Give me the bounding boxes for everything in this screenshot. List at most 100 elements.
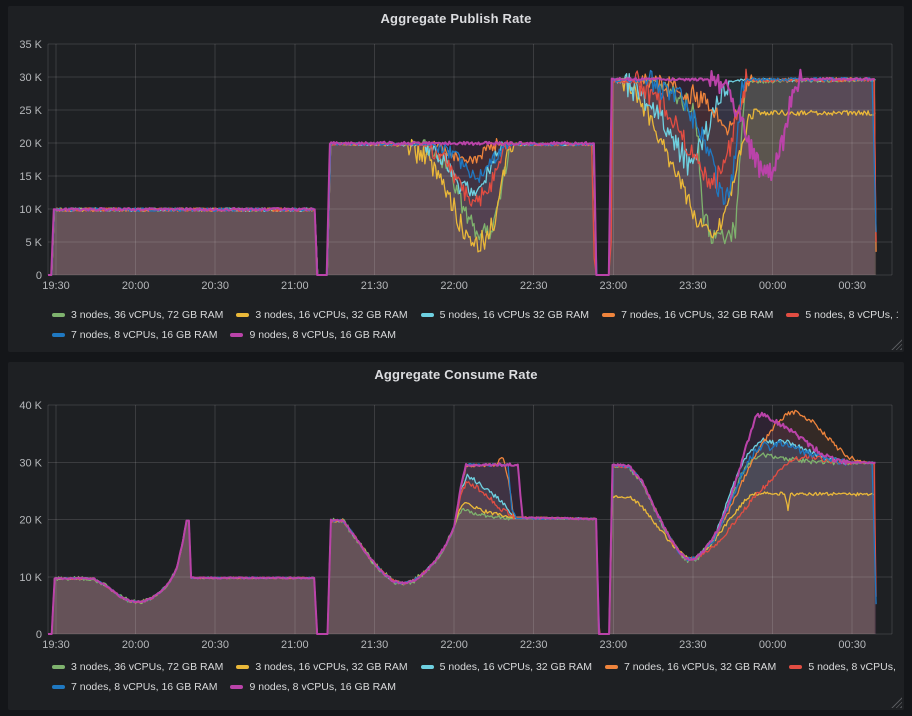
grid-lines (47, 404, 893, 635)
timeseries-chart[interactable]: 0 10 K 20 K 30 K 40 K 19:30 20:00 20:30 21:00 21:… (8, 388, 904, 654)
series-area (48, 78, 876, 275)
x-axis-tick-label: 20:00 (122, 639, 150, 651)
y-axis-tick-label: 15 K (19, 171, 42, 183)
x-axis-tick-label: 20:00 (122, 280, 150, 292)
x-axis-tick-label: 23:30 (679, 639, 707, 651)
series-color-swatch-icon (236, 313, 250, 317)
y-axis-tick-label: 25 K (19, 105, 42, 117)
series-name: 3 nodes, 36 vCPUs, 72 GB RAM (71, 309, 224, 321)
x-axis-tick-label: 00:30 (838, 280, 866, 292)
x-axis-tick-label: 21:30 (361, 280, 389, 292)
series-area (48, 438, 875, 634)
panel-title[interactable]: Aggregate Consume Rate (374, 367, 538, 382)
series-color-swatch-icon (420, 313, 434, 317)
legend-item[interactable]: 9 nodes, 8 vCPUs, 16 GB RAM (230, 681, 396, 693)
panel-resize-handle-icon[interactable] (891, 697, 902, 708)
series-area (48, 69, 875, 275)
y-axis-tick-label: 40 K (19, 400, 42, 412)
series-area (48, 453, 875, 634)
series-area (48, 73, 876, 275)
legend-item[interactable]: 3 nodes, 36 vCPUs, 72 GB RAM (52, 309, 223, 321)
series-color-swatch-icon (602, 313, 616, 317)
x-axis-tick-label: 23:00 (600, 280, 628, 292)
series-color-swatch-icon (52, 665, 65, 669)
panel-resize-handle-icon[interactable] (891, 339, 902, 350)
x-axis-tick-label: 20:30 (201, 639, 229, 651)
series-color-swatch-icon (789, 665, 803, 669)
legend-item[interactable]: 9 nodes, 8 vCPUs, 16 GB RAM (230, 329, 396, 341)
panel-title[interactable]: Aggregate Publish Rate (380, 11, 532, 26)
x-axis-tick-label: 22:00 (440, 280, 468, 292)
legend-item[interactable]: 5 nodes, 8 vCPUs, 16 GB RAM (789, 661, 898, 673)
legend-item[interactable]: 5 nodes, 8 vCPUs, 16 GB RAM (786, 309, 898, 321)
series-line (48, 411, 876, 635)
series-name: 5 nodes, 16 vCPUs 32 GB RAM (439, 309, 590, 321)
x-axis-tick-label: 19:30 (42, 280, 70, 292)
y-axis-tick-label: 35 K (19, 39, 42, 51)
legend-item[interactable]: 7 nodes, 8 vCPUs, 16 GB RAM (52, 329, 217, 341)
y-axis-tick-label: 10 K (19, 204, 42, 216)
x-axis-tick-label: 22:00 (440, 639, 468, 651)
series-color-swatch-icon (230, 333, 244, 337)
series-fills (48, 69, 877, 275)
y-axis-tick-label: 30 K (19, 72, 42, 84)
legend-item[interactable]: 5 nodes, 16 vCPUs 32 GB RAM (420, 309, 590, 321)
series-name: 3 nodes, 36 vCPUs, 72 GB RAM (71, 661, 224, 673)
legend-item[interactable]: 7 nodes, 16 vCPUs, 32 GB RAM (604, 661, 777, 673)
y-axis-tick-label: 20 K (19, 138, 42, 150)
x-axis-tick-label: 22:30 (520, 280, 548, 292)
series-color-swatch-icon (230, 685, 244, 689)
x-axis-tick-label: 20:30 (201, 280, 229, 292)
x-axis-tick-label: 22:30 (520, 639, 548, 651)
series-area (48, 454, 877, 634)
legend-item[interactable]: 3 nodes, 36 vCPUs, 72 GB RAM (52, 661, 223, 673)
series-name: 5 nodes, 8 vCPUs, 16 GB RAM (805, 309, 898, 321)
series-name: 3 nodes, 16 vCPUs, 32 GB RAM (255, 309, 408, 321)
series-name: 7 nodes, 16 vCPUs, 32 GB RAM (621, 309, 774, 321)
x-axis-tick-label: 23:00 (600, 639, 628, 651)
series-name: 3 nodes, 16 vCPUs, 32 GB RAM (255, 661, 408, 673)
panel-aggregate-consume-rate: Aggregate Consume Rate 0 10 K 20 K 30 K 40 K… (8, 362, 904, 710)
series-area (48, 491, 875, 634)
legend-item[interactable]: 7 nodes, 8 vCPUs, 16 GB RAM (52, 681, 217, 693)
series-name: 7 nodes, 16 vCPUs, 32 GB RAM (623, 661, 777, 673)
series-area (48, 410, 876, 634)
y-axis-tick-label: 0 (36, 270, 42, 282)
legend-item[interactable]: 3 nodes, 16 vCPUs, 32 GB RAM (236, 661, 408, 673)
x-axis-tick-label: 00:00 (759, 280, 787, 292)
series-color-swatch-icon (52, 685, 65, 689)
x-axis-tick-label: 19:30 (42, 639, 70, 651)
series-area (48, 70, 877, 275)
x-axis-tick-label: 21:30 (361, 639, 389, 651)
panel-aggregate-publish-rate: Aggregate Publish Rate 0 5 K 10 K 15 K 20 K 2… (8, 6, 904, 352)
series-name: 7 nodes, 8 vCPUs, 16 GB RAM (71, 329, 218, 341)
series-area (48, 69, 877, 275)
series-area (48, 440, 877, 634)
chart-legend: 3 nodes, 36 vCPUs, 72 GB RAM 3 nodes, 16 … (52, 657, 898, 697)
chart-legend: 3 nodes, 36 vCPUs, 72 GB RAM 3 nodes, 16 … (52, 305, 898, 345)
series-color-swatch-icon (236, 665, 250, 669)
series-lines (48, 68, 877, 276)
legend-item[interactable]: 3 nodes, 16 vCPUs, 32 GB RAM (236, 309, 408, 321)
series-area (48, 77, 876, 275)
axis-labels: 0 10 K 20 K 30 K 40 K 19:30 20:00 20:30 21:00 21:… (19, 400, 866, 651)
axis-labels: 0 5 K 10 K 15 K 20 K 25 K 30 K 35 K 19:30 20:00 20… (19, 39, 866, 292)
series-color-swatch-icon (420, 665, 434, 669)
series-lines (48, 409, 877, 635)
series-fills (48, 410, 877, 634)
series-color-swatch-icon (52, 333, 65, 337)
series-name: 5 nodes, 8 vCPUs, 16 GB RAM (808, 661, 898, 673)
x-axis-tick-label: 21:00 (281, 280, 309, 292)
y-axis-tick-label: 0 (36, 629, 42, 641)
y-axis-tick-label: 5 K (25, 237, 42, 249)
series-area (48, 412, 876, 634)
y-axis-tick-label: 20 K (19, 515, 42, 527)
timeseries-chart[interactable]: 0 5 K 10 K 15 K 20 K 25 K 30 K 35 K 19:30 20:00 20… (8, 32, 904, 302)
legend-row: 7 nodes, 8 vCPUs, 16 GB RAM 9 nodes, 8 vC… (52, 677, 898, 697)
series-color-swatch-icon (786, 313, 800, 317)
series-name: 5 nodes, 16 vCPUs, 32 GB RAM (439, 661, 592, 673)
legend-item[interactable]: 7 nodes, 16 vCPUs, 32 GB RAM (602, 309, 773, 321)
legend-item[interactable]: 5 nodes, 16 vCPUs, 32 GB RAM (420, 661, 592, 673)
series-name: 9 nodes, 8 vCPUs, 16 GB RAM (249, 681, 396, 693)
x-axis-tick-label: 00:30 (838, 639, 866, 651)
